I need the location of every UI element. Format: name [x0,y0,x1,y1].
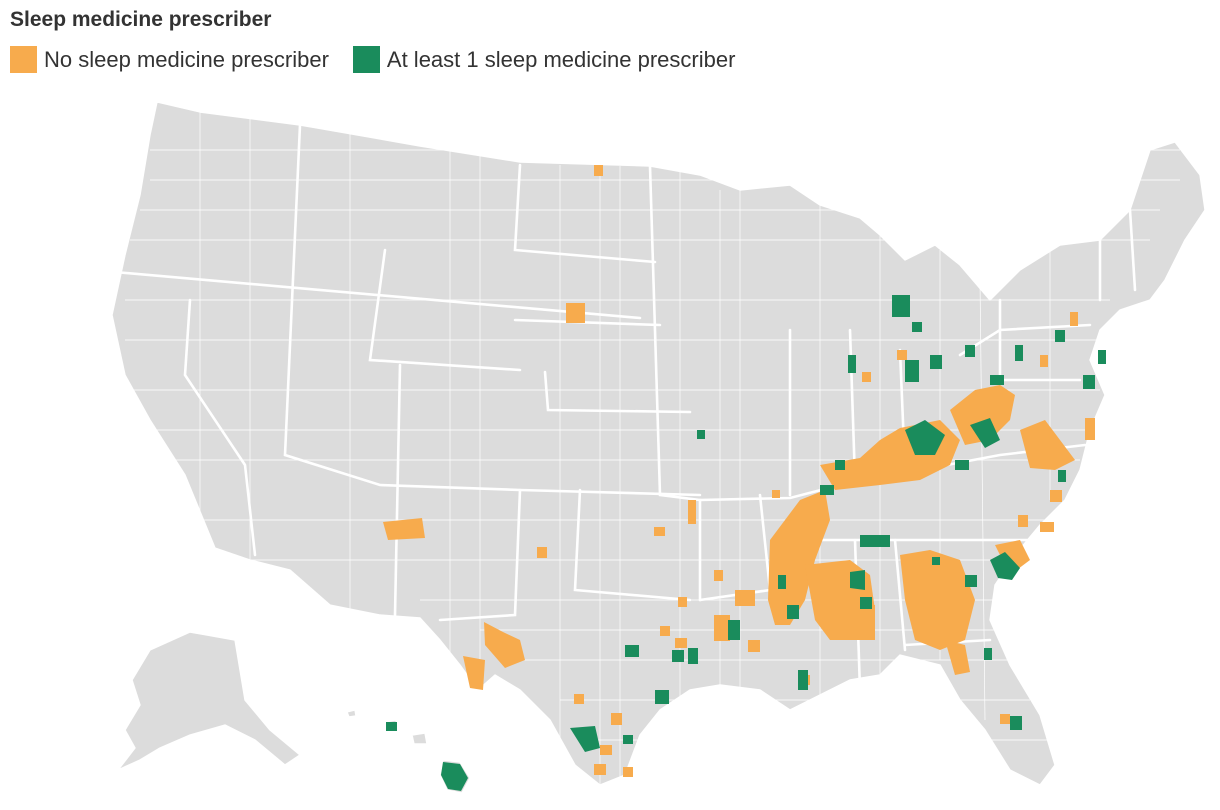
county-at-least-one [1015,345,1023,361]
at-least-one-prescriber-counties [386,295,1106,791]
county-at-least-one [850,570,865,590]
county-no-prescriber [1018,515,1028,527]
legend-swatch-at-least-one [352,46,380,73]
county-no-prescriber [484,622,525,668]
county-no-prescriber [1040,522,1054,532]
county-at-least-one [1010,716,1022,730]
county-no-prescriber [845,605,875,640]
county-no-prescriber [1000,714,1010,724]
county-at-least-one [905,360,919,382]
legend-swatch-no-prescriber [10,46,37,73]
county-no-prescriber [862,372,871,382]
county-at-least-one [930,355,942,369]
county-at-least-one [970,418,1000,448]
county-no-prescriber [950,385,1015,445]
county-no-prescriber [688,500,696,524]
county-at-least-one [778,575,786,589]
county-at-least-one [965,345,975,357]
county-no-prescriber [574,694,584,704]
county-no-prescriber [383,518,425,540]
county-no-prescriber [463,656,485,690]
county-at-least-one [728,620,740,640]
county-at-least-one [441,762,468,791]
county-at-least-one [655,690,669,704]
county-no-prescriber [897,350,907,360]
county-at-least-one [798,670,808,690]
county-at-least-one [1055,330,1065,342]
county-at-least-one [965,575,977,587]
county-at-least-one [835,460,845,470]
county-at-least-one [1098,350,1106,364]
county-no-prescriber [945,640,970,675]
county-at-least-one [386,722,397,731]
county-at-least-one [787,605,799,619]
legend-item-no-prescriber: No sleep medicine prescriber [10,46,329,73]
county-at-least-one [570,726,600,752]
county-no-prescriber [654,527,665,536]
county-at-least-one [990,552,1020,580]
county-no-prescriber [1070,312,1078,326]
map-title: Sleep medicine prescriber [10,8,272,31]
county-at-least-one [848,355,856,373]
county-at-least-one [688,648,698,664]
county-at-least-one [860,597,872,609]
county-no-prescriber [1020,420,1075,470]
county-at-least-one [984,648,992,660]
legend: No sleep medicine prescriber At least 1 … [10,46,735,73]
county-no-prescriber [995,540,1030,575]
county-at-least-one [912,322,922,332]
county-no-prescriber [900,550,975,650]
county-no-prescriber [1085,418,1095,440]
county-at-least-one [860,535,890,547]
county-no-prescriber [537,547,547,558]
county-no-prescriber [594,764,606,775]
county-at-least-one [990,375,1004,385]
county-at-least-one [905,420,945,455]
county-at-least-one [625,645,639,657]
county-at-least-one [623,735,633,744]
county-no-prescriber [748,640,760,652]
county-no-prescriber [611,713,622,725]
legend-item-at-least-one: At least 1 sleep medicine prescriber [352,46,736,73]
county-no-prescriber [714,615,730,641]
alaska [117,631,301,771]
county-no-prescriber [660,626,670,636]
county-at-least-one [955,460,969,470]
county-no-prescriber [678,597,687,607]
county-no-prescriber [714,570,723,581]
county-at-least-one [672,650,684,662]
county-no-prescriber [594,165,603,176]
legend-label-no-prescriber: No sleep medicine prescriber [44,46,329,72]
county-at-least-one [820,485,834,495]
county-no-prescriber [735,590,755,606]
county-at-least-one [1083,375,1095,389]
county-at-least-one [932,557,940,565]
legend-label-at-least-one: At least 1 sleep medicine prescriber [386,46,736,72]
county-no-prescriber [600,745,612,755]
county-at-least-one [1058,470,1066,482]
county-no-prescriber [623,767,633,777]
county-no-prescriber [772,490,780,498]
county-at-least-one [892,295,910,317]
county-no-prescriber [566,303,585,323]
no-prescriber-counties [383,165,1095,777]
county-no-prescriber [675,638,687,648]
county-at-least-one [697,430,705,439]
county-no-prescriber [768,490,830,625]
county-no-prescriber [1040,355,1048,367]
county-no-prescriber [1050,490,1062,502]
